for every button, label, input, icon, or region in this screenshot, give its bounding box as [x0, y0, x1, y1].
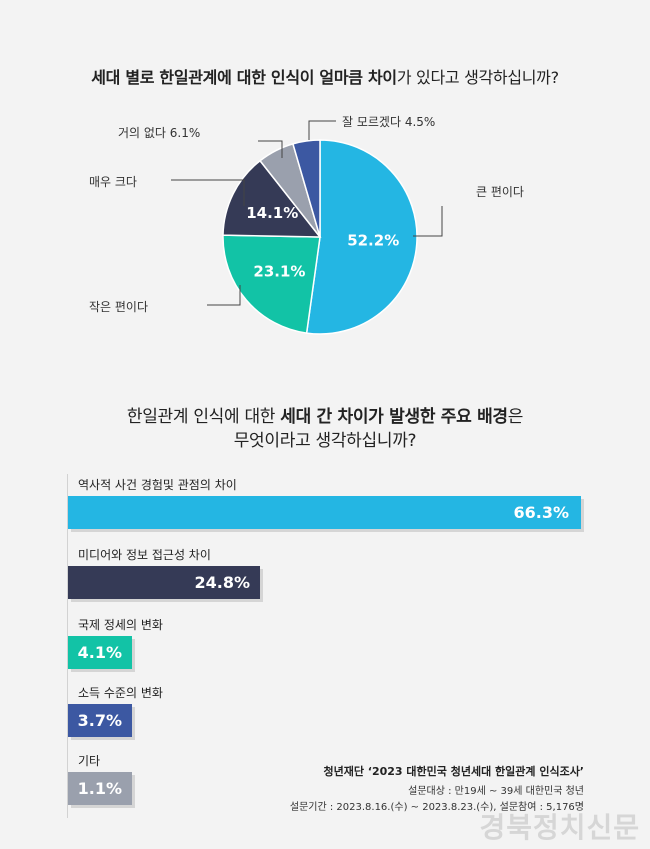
pie-slice-large — [305, 139, 418, 335]
bar-category-media: 미디어와 정보 접근성 차이 — [78, 548, 211, 562]
pie-label-none: 거의 없다 6.1% — [118, 126, 200, 140]
pie-title-bold: 세대 별로 한일관계에 대한 인식이 얼마큼 차이 — [91, 68, 397, 87]
bar-category-other: 기타 — [78, 754, 101, 768]
bar-category-history: 역사적 사건 경험및 관점의 차이 — [78, 478, 237, 492]
source-title: 청년재단 ‘2023 대한민국 청년세대 한일관계 인식조사’ — [323, 765, 584, 778]
bar-chart-title: 한일관계 인식에 대한 세대 간 차이가 발생한 주요 배경은 무엇이라고 생각… — [0, 405, 650, 453]
pie-slice-very — [222, 159, 322, 238]
bar-axis-line — [67, 474, 68, 818]
pie-value-small: 23.1% — [253, 263, 305, 281]
bar-other: 1.1% — [68, 772, 132, 805]
source-line2: 설문기간 : 2023.8.16.(수) ~ 2023.8.23.(수), 설문… — [289, 802, 584, 813]
bar-title-post: 은 — [507, 407, 524, 427]
leader-line-none — [258, 140, 283, 158]
bar-title-pre: 한일관계 인식에 대한 — [126, 407, 281, 427]
leader-line-very — [171, 179, 245, 206]
pie-chart: 52.2% 23.1% 14.1% 큰 편이다 작은 편이다 매우 크다 거의 없다… — [89, 115, 524, 335]
bar-value-history: 66.3% — [513, 503, 569, 522]
bar-category-international: 국제 정세의 변화 — [78, 618, 163, 632]
pie-label-small: 작은 편이다 — [89, 300, 148, 314]
pie-label-very: 매우 크다 — [89, 175, 137, 189]
leader-line-dk — [308, 120, 336, 140]
pie-leader-lines — [171, 120, 443, 306]
pie-chart-title: 세대 별로 한일관계에 대한 인식이 얼마큼 차이가 있다고 생각하십니까? — [0, 64, 650, 88]
leader-line-small — [207, 285, 241, 306]
pie-value-very: 14.1% — [246, 204, 298, 222]
bar-title-bold: 세대 간 차이가 발생한 주요 배경 — [280, 407, 508, 427]
pie-label-dk: 잘 모르겠다 4.5% — [342, 115, 435, 129]
bar-value-media: 24.8% — [194, 573, 250, 592]
bar-international: 4.1% — [68, 636, 132, 669]
bar-history: 66.3% — [68, 496, 581, 529]
bar-category-income: 소득 수준의 변화 — [78, 686, 163, 700]
pie-label-large: 큰 편이다 — [476, 185, 524, 199]
pie-title-normal: 가 있다고 생각하십니까? — [396, 68, 559, 87]
watermark-text: 경북정치신문 — [479, 811, 640, 844]
bar-value-income: 3.7% — [77, 711, 122, 730]
pie-value-large: 52.2% — [347, 232, 399, 250]
bar-income: 3.7% — [68, 704, 132, 737]
pie-slice-small — [222, 234, 321, 334]
pie-slices: 52.2% 23.1% 14.1% — [222, 139, 418, 335]
leader-line-large — [413, 206, 443, 237]
source-note: 청년재단 ‘2023 대한민국 청년세대 한일관계 인식조사’ 설문대상 : 만… — [290, 764, 584, 816]
source-line1: 설문대상 : 만19세 ~ 39세 대한민국 청년 — [408, 786, 584, 797]
bar-media: 24.8% — [68, 566, 260, 599]
bar-title-line1: 한일관계 인식에 대한 세대 간 차이가 발생한 주요 배경은 — [0, 405, 650, 429]
bar-value-international: 4.1% — [77, 643, 122, 662]
bar-title-line2: 무엇이라고 생각하십니까? — [233, 431, 417, 451]
pie-slice-dk — [292, 139, 321, 238]
bar-value-other: 1.1% — [77, 779, 122, 798]
